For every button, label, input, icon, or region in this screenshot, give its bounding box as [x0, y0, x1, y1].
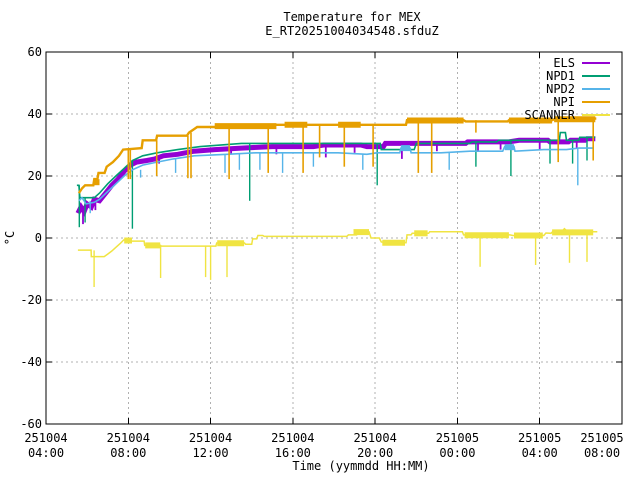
y-tick-label: -40 — [20, 355, 42, 369]
legend-line-els — [582, 61, 610, 64]
x-tick-date: 251004 — [188, 431, 233, 445]
y-tick-label: 60 — [27, 45, 42, 59]
y-tick-label: 40 — [27, 107, 42, 121]
legend-line-scanner — [582, 113, 610, 116]
legend-row-npd1: NPD1 — [524, 68, 610, 83]
chart-subtitle: E_RT20251004034548.sfduZ — [265, 24, 439, 38]
x-tick-label: 251004 16:00 — [261, 431, 325, 461]
x-tick-time: 20:00 — [357, 446, 394, 460]
x-axis-label: Time (yymmdd HH:MM) — [292, 459, 430, 473]
legend-label-scanner: SCANNER — [524, 107, 575, 122]
x-tick-date: 251004 — [271, 431, 315, 445]
legend-row-npi: NPI — [524, 94, 610, 109]
x-tick-time: 08:00 — [583, 446, 621, 460]
x-tick-time: 12:00 — [192, 446, 229, 460]
x-tick-date: 251004 — [353, 431, 397, 445]
x-tick-label: 251005 00:00 — [425, 431, 489, 461]
legend-label-npd1: NPD1 — [546, 68, 575, 83]
x-tick-time: 00:00 — [439, 446, 476, 460]
y-tick-label: -20 — [20, 293, 42, 307]
legend-row-npd2: NPD2 — [524, 81, 610, 96]
x-tick-date: 251004 — [106, 431, 150, 445]
y-tick-label: 0 — [34, 231, 42, 245]
y-tick-label: 20 — [27, 169, 42, 183]
x-tick-label: 251004 12:00 — [179, 431, 243, 461]
legend-row-scanner: SCANNER — [524, 107, 610, 122]
y-tick-label: -60 — [20, 417, 42, 431]
legend: ELS NPD1 NPD2 NPI SCANNER — [524, 55, 610, 122]
x-tick-time: 16:00 — [274, 446, 311, 460]
x-tick-date: 251005 — [518, 431, 562, 445]
plot-border — [45, 51, 623, 425]
x-tick-date: 251005 — [435, 431, 480, 445]
x-tick-label: 251004 04:00 — [14, 431, 78, 461]
x-tick-time: 08:00 — [110, 446, 147, 460]
legend-line-npd1 — [582, 74, 610, 77]
legend-label-npi: NPI — [553, 94, 575, 109]
x-tick-time: 04:00 — [521, 446, 558, 460]
x-tick-time: 04:00 — [27, 446, 65, 460]
series-npd1 — [76, 131, 596, 199]
x-tick-label: 251004 08:00 — [96, 431, 160, 461]
x-tick-label: 251005 04:00 — [508, 431, 572, 461]
legend-label-els: ELS — [553, 55, 575, 70]
chart-title: Temperature for MEX — [283, 10, 421, 24]
x-tick-date: 251005 — [580, 431, 624, 445]
series-npi — [77, 117, 597, 194]
legend-line-npi — [582, 100, 610, 103]
x-tick-date: 251004 — [24, 431, 68, 445]
legend-line-npd2 — [582, 87, 610, 90]
x-tick-label: 251004 20:00 — [343, 431, 407, 461]
legend-row-els: ELS — [524, 55, 610, 70]
x-tick-label: 251005 08:00 — [570, 431, 634, 461]
legend-label-npd2: NPD2 — [546, 81, 575, 96]
